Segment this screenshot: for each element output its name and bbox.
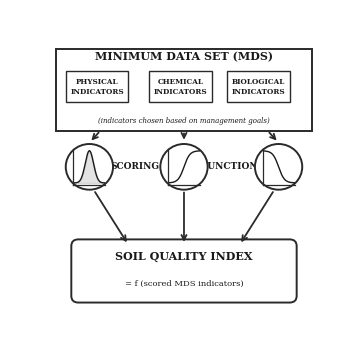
Text: CHEMICAL
INDICATORS: CHEMICAL INDICATORS bbox=[154, 78, 207, 96]
Text: = f (scored MDS indicators): = f (scored MDS indicators) bbox=[125, 280, 243, 288]
Text: SOIL QUALITY INDEX: SOIL QUALITY INDEX bbox=[115, 251, 253, 262]
Text: SCORING: SCORING bbox=[111, 162, 160, 171]
Text: FUNCTIONS: FUNCTIONS bbox=[201, 162, 264, 171]
Circle shape bbox=[160, 144, 208, 190]
Text: (indicators chosen based on management goals): (indicators chosen based on management g… bbox=[98, 117, 270, 125]
Text: BIOLOGICAL
INDICATORS: BIOLOGICAL INDICATORS bbox=[232, 78, 285, 96]
FancyBboxPatch shape bbox=[149, 72, 212, 102]
Circle shape bbox=[255, 144, 302, 190]
FancyBboxPatch shape bbox=[227, 72, 290, 102]
Circle shape bbox=[66, 144, 113, 190]
FancyBboxPatch shape bbox=[66, 72, 129, 102]
Text: MINIMUM DATA SET (MDS): MINIMUM DATA SET (MDS) bbox=[95, 51, 273, 62]
FancyBboxPatch shape bbox=[71, 239, 297, 303]
FancyBboxPatch shape bbox=[56, 49, 312, 131]
Text: PHYSICAL
INDICATORS: PHYSICAL INDICATORS bbox=[70, 78, 124, 96]
